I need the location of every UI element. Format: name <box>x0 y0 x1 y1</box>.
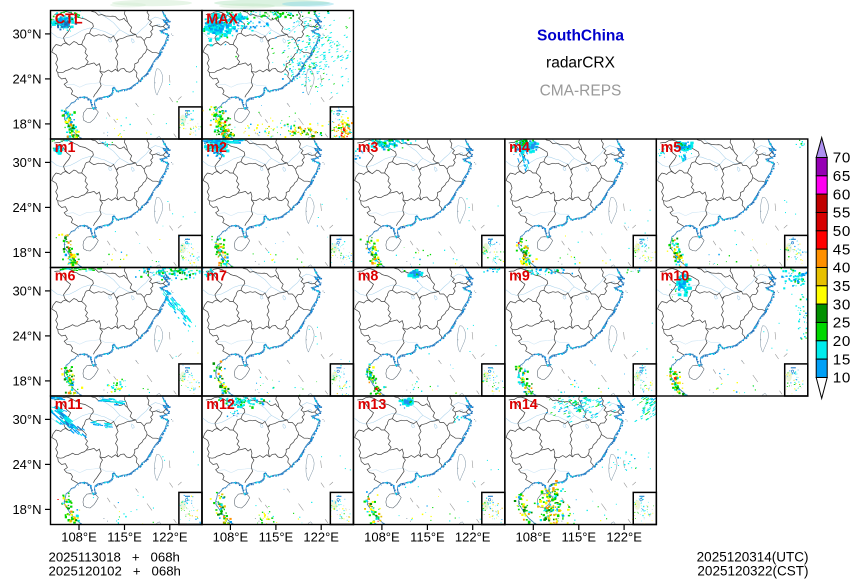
svg-text:40: 40 <box>833 260 852 277</box>
svg-text:m14: m14 <box>509 397 538 413</box>
svg-text:15: 15 <box>833 351 852 368</box>
svg-text:115°E: 115°E <box>107 530 142 545</box>
svg-text:30°N: 30°N <box>12 284 41 299</box>
svg-text:115°E: 115°E <box>259 530 294 545</box>
svg-text:65: 65 <box>833 168 852 185</box>
svg-text:35: 35 <box>833 278 852 295</box>
svg-text:m4: m4 <box>509 140 530 156</box>
svg-text:m9: m9 <box>509 269 530 285</box>
svg-text:m6: m6 <box>55 269 76 285</box>
svg-text:m11: m11 <box>55 397 83 413</box>
svg-text:m13: m13 <box>358 397 387 413</box>
svg-text:m5: m5 <box>661 140 682 156</box>
svg-text:18°N: 18°N <box>12 374 41 389</box>
svg-text:2025120322(CST): 2025120322(CST) <box>697 564 808 579</box>
svg-text:108°E: 108°E <box>61 530 97 545</box>
svg-text:18°N: 18°N <box>12 245 41 260</box>
svg-text:m3: m3 <box>358 140 379 156</box>
svg-text:m10: m10 <box>661 269 690 285</box>
svg-text:10: 10 <box>833 370 852 387</box>
svg-text:m2: m2 <box>206 140 227 156</box>
svg-text:25: 25 <box>833 315 852 332</box>
svg-text:30°N: 30°N <box>12 155 41 170</box>
svg-text:m7: m7 <box>206 269 227 285</box>
svg-text:60: 60 <box>833 186 852 203</box>
svg-text:m1: m1 <box>55 140 76 156</box>
svg-text:CMA-REPS: CMA-REPS <box>540 83 622 100</box>
svg-text:70: 70 <box>833 150 852 167</box>
svg-text:18°N: 18°N <box>12 117 41 132</box>
svg-text:2025120314(UTC): 2025120314(UTC) <box>697 550 809 565</box>
svg-text:24°N: 24°N <box>12 329 41 344</box>
svg-text:122°E: 122°E <box>455 530 491 545</box>
svg-text:m8: m8 <box>358 269 379 285</box>
svg-text:115°E: 115°E <box>410 530 445 545</box>
svg-text:50: 50 <box>833 223 852 240</box>
svg-text:2025120102 + 068h: 2025120102 + 068h <box>49 564 181 579</box>
svg-text:30°N: 30°N <box>12 27 41 42</box>
svg-text:30°N: 30°N <box>12 412 41 427</box>
svg-text:122°E: 122°E <box>606 530 642 545</box>
svg-text:108°E: 108°E <box>213 530 249 545</box>
svg-text:108°E: 108°E <box>364 530 400 545</box>
svg-text:122°E: 122°E <box>152 530 188 545</box>
svg-text:122°E: 122°E <box>303 530 339 545</box>
svg-text:55: 55 <box>833 205 852 222</box>
svg-text:SouthChina: SouthChina <box>537 28 624 45</box>
svg-text:24°N: 24°N <box>12 200 41 215</box>
svg-text:108°E: 108°E <box>516 530 552 545</box>
svg-text:MAX: MAX <box>206 12 238 28</box>
svg-text:24°N: 24°N <box>12 72 41 87</box>
svg-text:radarCRX: radarCRX <box>546 55 616 72</box>
svg-text:CTL: CTL <box>55 12 83 28</box>
svg-text:24°N: 24°N <box>12 457 41 472</box>
svg-text:115°E: 115°E <box>561 530 596 545</box>
svg-text:18°N: 18°N <box>12 502 41 517</box>
svg-text:30: 30 <box>833 296 852 313</box>
svg-text:m12: m12 <box>206 397 235 413</box>
svg-text:2025113018 + 068h: 2025113018 + 068h <box>49 550 180 565</box>
svg-text:20: 20 <box>833 333 852 350</box>
svg-text:45: 45 <box>833 241 852 258</box>
